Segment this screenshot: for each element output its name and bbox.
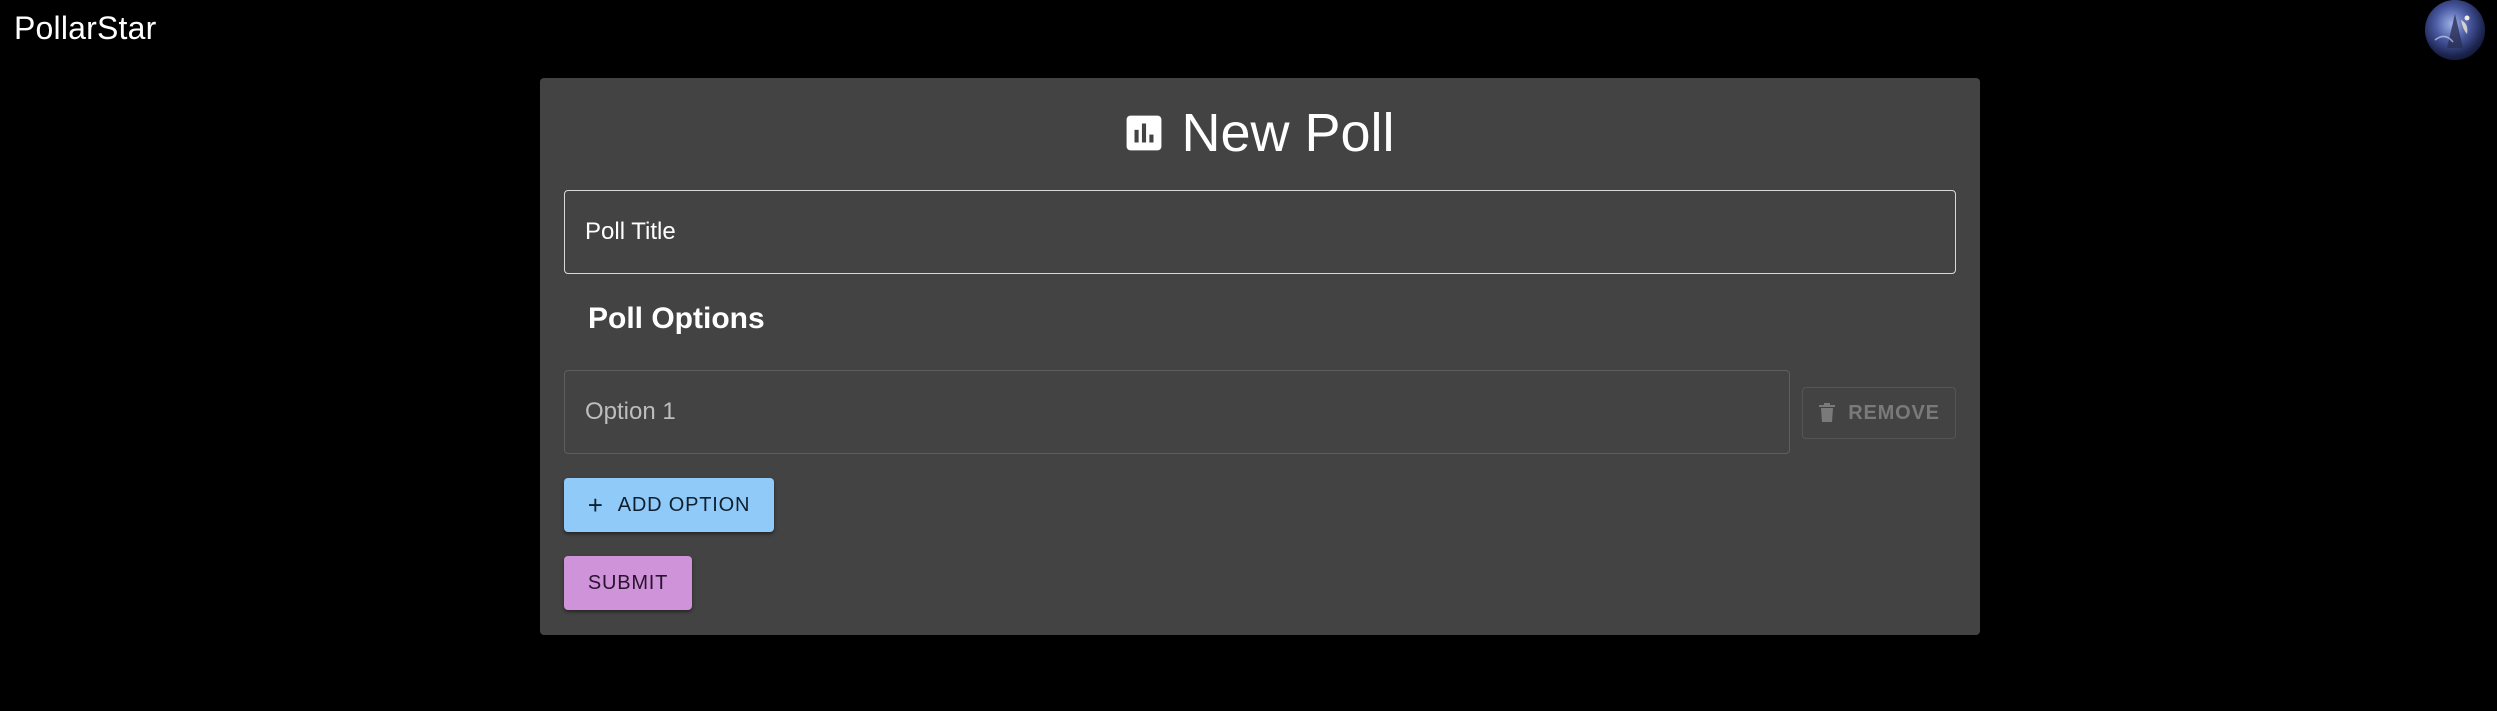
app-brand[interactable]: PollarStar [14, 10, 157, 46]
new-poll-card: New Poll Poll Options REMOVE + ADD OPTIO… [540, 78, 1980, 635]
poll-title-input[interactable] [565, 191, 1955, 273]
add-option-button[interactable]: + ADD OPTION [564, 478, 774, 532]
remove-option-label: REMOVE [1848, 401, 1940, 424]
trash-icon [1818, 403, 1836, 423]
page-title: New Poll [1181, 103, 1395, 163]
submit-button[interactable]: SUBMIT [564, 556, 692, 610]
user-avatar[interactable] [2425, 0, 2485, 60]
poll-title-field[interactable] [564, 190, 1956, 274]
add-option-label: ADD OPTION [617, 493, 751, 516]
card-heading: New Poll [540, 100, 1980, 166]
top-bar: PollarStar [0, 0, 2497, 60]
option-1-input[interactable] [565, 371, 1789, 453]
plus-icon: + [587, 490, 604, 520]
remove-option-button[interactable]: REMOVE [1802, 387, 1956, 439]
bar-chart-icon [1125, 114, 1163, 152]
avatar-icon [2425, 0, 2485, 60]
option-field[interactable] [564, 370, 1790, 454]
poll-options-heading: Poll Options [588, 302, 765, 335]
